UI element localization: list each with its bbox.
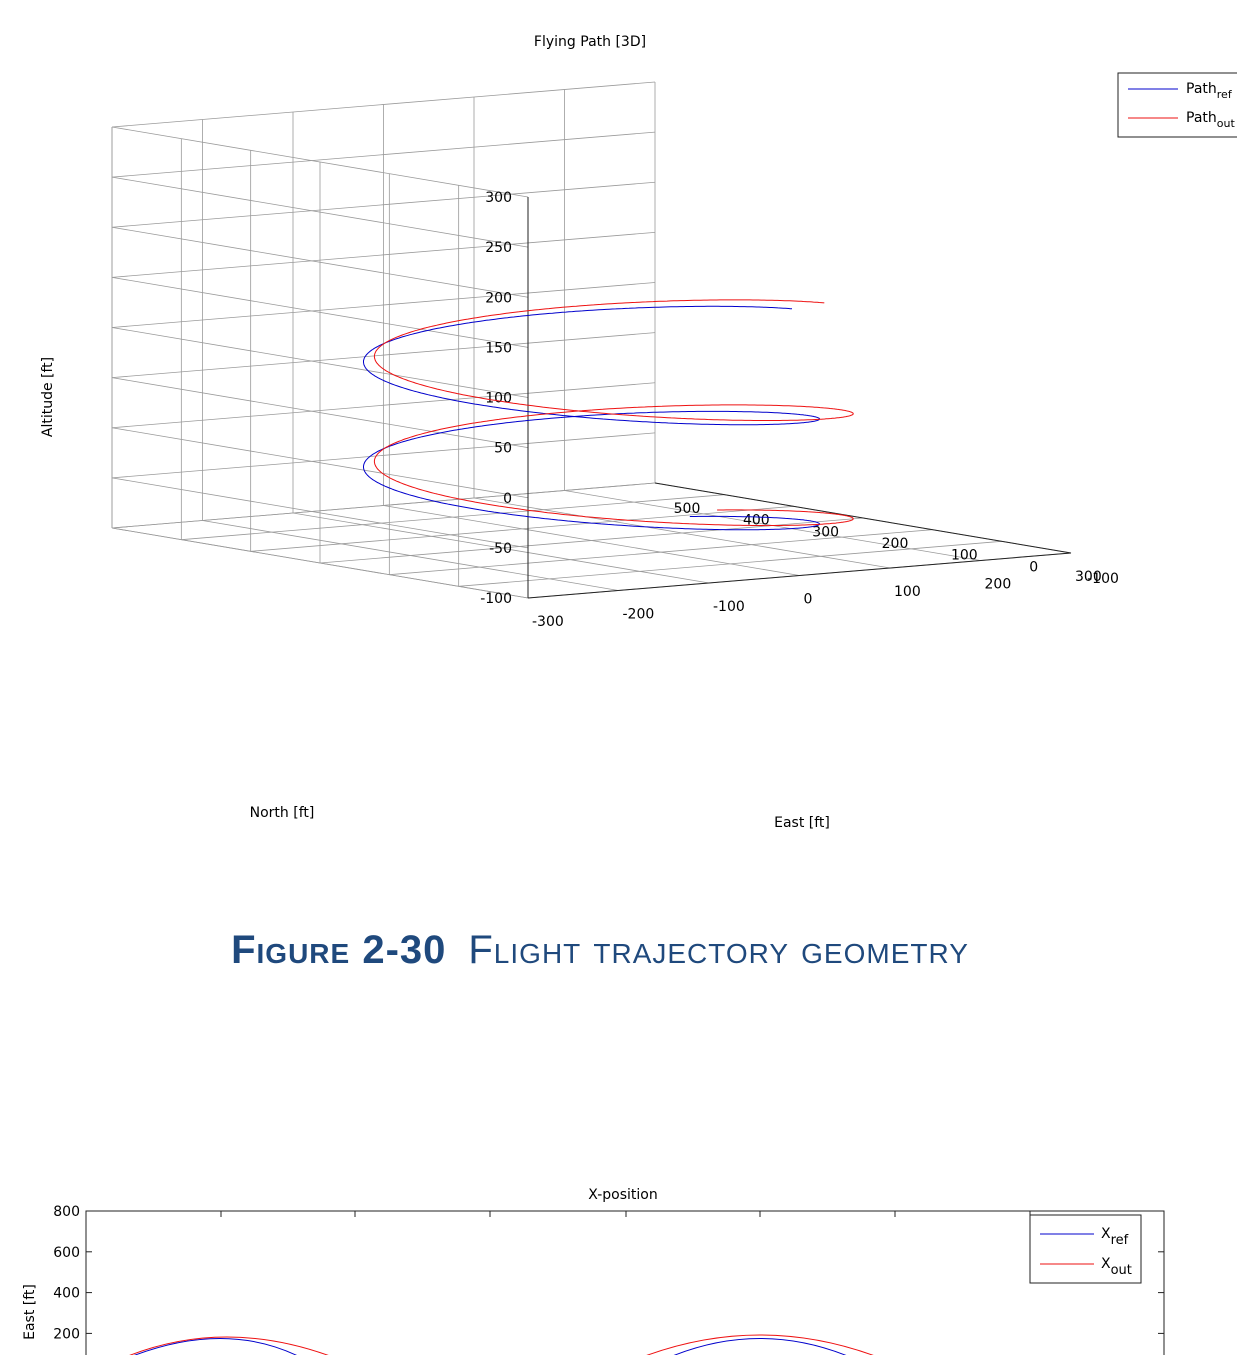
z-tick-label: -100 <box>480 591 512 607</box>
wall-grid-line <box>111 282 656 328</box>
chart-3d-legend: Pathref Pathout <box>1117 72 1237 138</box>
wall-grid-line <box>111 176 529 248</box>
x-axis-line <box>654 482 1072 554</box>
wall-grid-line <box>111 382 656 429</box>
flying-path-3d-chart: -100 -50 0 50 100 150 200 250 300 -300 -200 -100 0 10… <box>40 34 1237 831</box>
y-tick-label: 100 <box>894 584 921 600</box>
y-tick-label: 200 <box>53 1326 80 1342</box>
figure-number: Figure 2-30 <box>231 928 447 972</box>
z-tick-label: 150 <box>485 340 512 356</box>
y-tick-label: -300 <box>532 614 564 630</box>
chart-2d-series-x-out <box>129 1334 874 1355</box>
chart-2d-legend: Xref Xout <box>1029 1214 1142 1284</box>
wall-grid-line <box>111 231 656 278</box>
y-axis-line <box>527 552 1072 599</box>
wall-grid-line <box>111 527 529 599</box>
floor-grid-line <box>383 505 800 576</box>
z-tick-label: -50 <box>489 541 512 557</box>
wall-grid-line <box>111 131 656 178</box>
z-tick-label: 0 <box>503 491 512 507</box>
legend-box-2d <box>1029 1214 1142 1284</box>
x-tick-label: 100 <box>951 548 978 564</box>
legend-entry-path-out: Pathout <box>1186 110 1235 130</box>
x-tick-label: 500 <box>674 501 701 517</box>
y-tick-label: -100 <box>713 599 745 615</box>
y-tick-label: 400 <box>53 1286 80 1302</box>
z-tick-label: 250 <box>485 240 512 256</box>
wall-grid-line <box>111 126 529 198</box>
y-tick-label: 800 <box>53 1204 80 1220</box>
series-path-out <box>373 299 854 527</box>
wall-grid-line <box>111 327 529 398</box>
chart-2d-plot-area <box>85 1210 1165 1355</box>
wall-grid-line <box>111 482 656 529</box>
wall-grid-line <box>111 377 529 449</box>
chart-3d-x-axis-label: North [ft] <box>250 805 315 821</box>
y-tick-label: -200 <box>623 607 655 623</box>
chart-2d-y-axis-label: East [ft] <box>22 1284 38 1340</box>
x-tick-label: 0 <box>1029 559 1038 575</box>
figure-caption-text: Flight trajectory geometry <box>468 928 969 972</box>
y-tick-label: 200 <box>985 577 1012 593</box>
wall-grid-line <box>111 276 529 348</box>
floor-grid-line <box>292 512 710 584</box>
legend-entry-x-ref: Xref <box>1101 1226 1129 1248</box>
chart-3d-tick-labels: -100 -50 0 50 100 150 200 250 300 -300 -200 -100 0 10… <box>480 190 1119 630</box>
floor-grid-line <box>473 497 891 569</box>
legend-entry-x-out: Xout <box>1101 1256 1132 1278</box>
chart-3d-y-axis-label: East [ft] <box>774 815 830 831</box>
wall-grid-line <box>111 81 656 128</box>
floor-grid-line <box>202 520 619 591</box>
y-tick-label: 600 <box>53 1245 80 1261</box>
y-tick-label: 300 <box>1075 569 1102 585</box>
chart-3d-series <box>363 299 854 531</box>
x-tick-label: 200 <box>882 536 909 552</box>
chart-2d-series-x-ref <box>134 1338 847 1355</box>
wall-grid-line <box>111 427 529 499</box>
z-tick-label: 50 <box>494 441 512 457</box>
chart-3d-title: Flying Path [3D] <box>534 34 646 50</box>
chart-3d-z-axis-label: Altitude [ft] <box>40 357 56 437</box>
z-tick-label: 300 <box>485 190 512 206</box>
legend-box <box>1117 72 1237 138</box>
figure-caption: Figure 2-30 Flight trajectory geometry <box>0 928 1200 973</box>
legend-entry-path-ref: Pathref <box>1186 81 1233 101</box>
wall-grid-line <box>111 432 656 479</box>
z-tick-label: 200 <box>485 290 512 306</box>
chart-2d-title: X-position <box>588 1187 657 1203</box>
wall-grid-line <box>111 332 656 379</box>
wall-grid-line <box>111 226 529 298</box>
y-tick-label: 0 <box>804 592 813 608</box>
wall-grid-line <box>111 477 529 549</box>
x-tick-label: -100 <box>1087 571 1119 587</box>
chart-2d-ticks: 800 600 400 200 <box>53 1204 1164 1342</box>
wall-grid-line <box>111 181 656 228</box>
x-tick-label: 300 <box>812 524 839 540</box>
